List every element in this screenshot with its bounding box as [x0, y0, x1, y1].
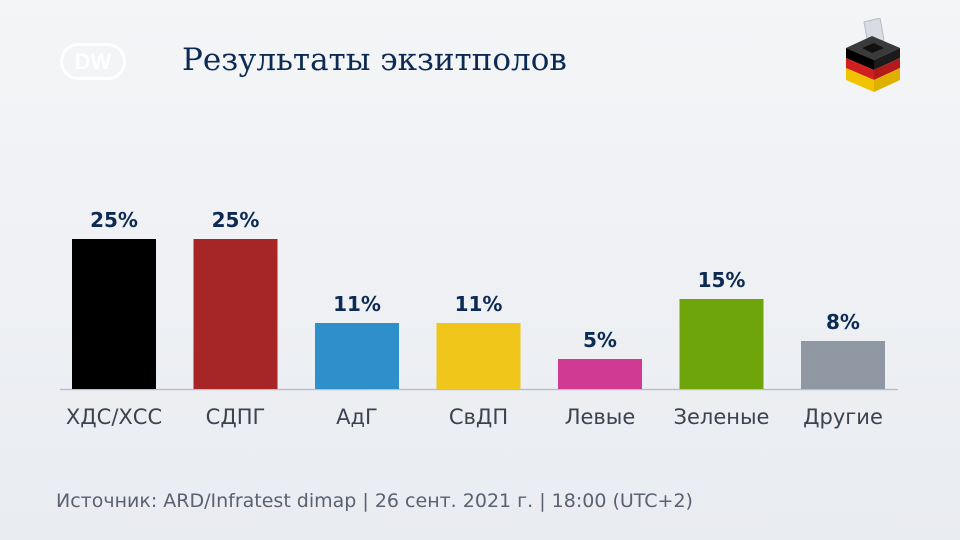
chart-title: Результаты экзитполов [182, 42, 567, 78]
bar [801, 341, 885, 389]
bar [436, 323, 521, 389]
data-label: 8% [826, 310, 860, 334]
category-label: АдГ [336, 405, 378, 429]
dw-logo-icon: DW [60, 43, 126, 80]
bar [679, 299, 764, 389]
category-label: ХДС/ХСС [66, 405, 162, 429]
bar [558, 359, 642, 389]
data-label: 11% [333, 292, 381, 316]
category-label: Зеленые [674, 405, 770, 429]
bar [193, 239, 278, 389]
category-label: СДПГ [206, 405, 266, 429]
data-label: 15% [698, 268, 746, 292]
data-label: 25% [90, 208, 138, 232]
data-label: 5% [583, 328, 617, 352]
data-label: 11% [455, 292, 503, 316]
bar [315, 323, 399, 389]
data-label: 25% [212, 208, 260, 232]
category-label: Другие [803, 405, 883, 429]
category-label: Левые [565, 405, 636, 429]
category-label: СвДП [449, 405, 508, 429]
logo-text: DW [75, 49, 112, 74]
source-note: Источник: ARD/Infratest dimap | 26 сент.… [56, 490, 693, 512]
ballot-box-icon [846, 18, 900, 92]
bar [72, 239, 156, 389]
